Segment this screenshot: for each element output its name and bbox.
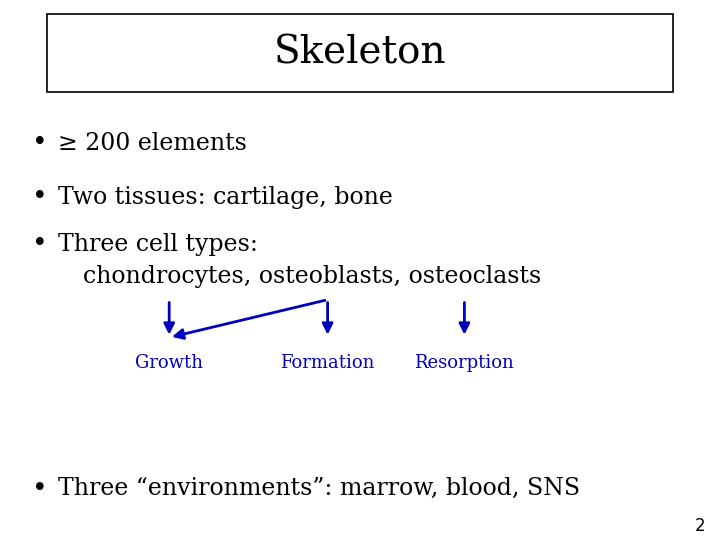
Text: Formation: Formation xyxy=(280,354,375,372)
Text: ≥ 200 elements: ≥ 200 elements xyxy=(58,132,246,154)
Text: Three “environments”: marrow, blood, SNS: Three “environments”: marrow, blood, SNS xyxy=(58,477,580,500)
Text: •: • xyxy=(32,231,48,257)
FancyBboxPatch shape xyxy=(47,14,673,92)
Text: Resorption: Resorption xyxy=(415,354,514,372)
Text: Skeleton: Skeleton xyxy=(274,34,446,71)
Text: •: • xyxy=(32,184,48,210)
Text: •: • xyxy=(32,130,48,156)
Text: 2: 2 xyxy=(695,517,706,535)
Text: Three cell types:: Three cell types: xyxy=(58,233,258,255)
Text: chondrocytes, osteoblasts, osteoclasts: chondrocytes, osteoblasts, osteoclasts xyxy=(83,265,541,288)
Text: Growth: Growth xyxy=(135,354,203,372)
Text: Two tissues: cartilage, bone: Two tissues: cartilage, bone xyxy=(58,186,392,208)
Text: •: • xyxy=(32,476,48,502)
